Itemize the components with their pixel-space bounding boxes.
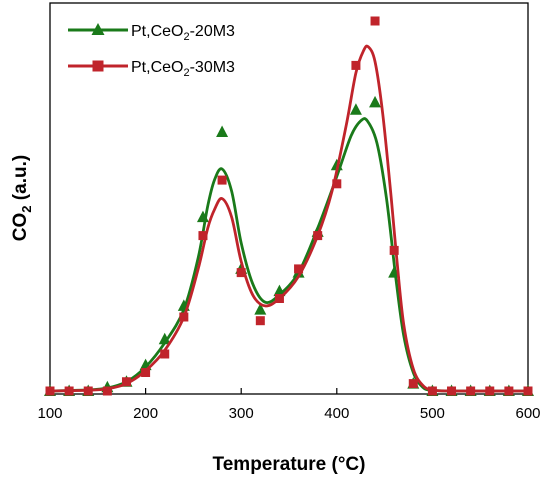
series-2-point — [370, 16, 380, 26]
series-2-point — [160, 349, 170, 359]
series-2-point — [351, 60, 361, 70]
x-tick-label: 200 — [133, 405, 158, 422]
x-tick-label: 500 — [420, 405, 445, 422]
legend-label-1-tail: -20M3 — [190, 23, 235, 40]
series-2-point — [466, 386, 476, 396]
legend-label-2-main: Pt,CeO — [131, 59, 183, 76]
series-2-point — [102, 386, 112, 396]
series-2-line — [49, 44, 529, 393]
series-2-point — [408, 379, 418, 389]
x-tick-label: 100 — [37, 405, 62, 422]
series-1-line — [49, 117, 529, 393]
legend-label-1-main: Pt,CeO — [131, 23, 183, 40]
series-2-point — [45, 386, 55, 396]
series-2-point — [64, 386, 74, 396]
series-2-point — [274, 294, 284, 303]
series-2 — [45, 16, 533, 396]
x-tick-label: 300 — [229, 405, 254, 422]
series-2-point — [427, 386, 437, 396]
series-2-point — [485, 386, 495, 396]
legend-label-1-sub: 2 — [183, 31, 189, 43]
series-layer — [44, 16, 534, 396]
series-2-point — [217, 175, 227, 185]
legend-label-2-sub: 2 — [183, 67, 189, 79]
legend-label-1: Pt,CeO2-20M3 — [131, 23, 235, 43]
series-2-point — [121, 377, 131, 387]
legend-entry-1: Pt,CeO2-20M3 — [68, 23, 235, 43]
legend-marker-1 — [91, 23, 105, 35]
series-2-point — [255, 316, 265, 326]
y-axis-title: CO2 (a.u.) — [10, 155, 34, 241]
series-2-point — [141, 368, 151, 377]
y-axis-title-tail: (a.u.) — [10, 155, 31, 206]
series-2-point — [198, 231, 208, 241]
legend: Pt,CeO2-20M3 Pt,CeO2-30M3 — [68, 23, 235, 79]
x-axis-ticks: 100 200 300 400 500 600 — [37, 388, 541, 422]
series-1 — [44, 95, 534, 396]
series-1-point — [196, 210, 209, 223]
legend-label-2-tail: -30M3 — [190, 59, 235, 76]
series-2-point — [447, 386, 457, 396]
series-2-point — [523, 386, 533, 396]
legend-label-2: Pt,CeO2-30M3 — [131, 59, 235, 79]
x-tick-label: 600 — [515, 405, 540, 422]
series-1-point — [254, 303, 267, 315]
series-2-point — [504, 386, 514, 396]
series-2-point — [179, 312, 189, 322]
x-axis-title: Temperature (°C) — [213, 454, 366, 475]
series-1-point — [158, 332, 171, 345]
legend-marker-2 — [92, 60, 104, 72]
series-2-point — [332, 179, 342, 189]
y-axis-title-sub: 2 — [19, 205, 34, 212]
series-1-point — [349, 103, 362, 115]
series-2-point — [236, 268, 246, 278]
y-axis-title-main: CO — [10, 213, 31, 242]
plot-frame — [49, 2, 529, 395]
series-2-point — [83, 386, 93, 396]
series-2-point — [294, 264, 304, 274]
x-tick-label: 400 — [324, 405, 349, 422]
series-2-point — [313, 231, 323, 241]
series-1-point — [369, 95, 382, 108]
series-1-point — [216, 125, 229, 137]
legend-entry-2: Pt,CeO2-30M3 — [68, 59, 235, 79]
series-1-point — [273, 284, 286, 297]
series-2-point — [389, 245, 399, 255]
